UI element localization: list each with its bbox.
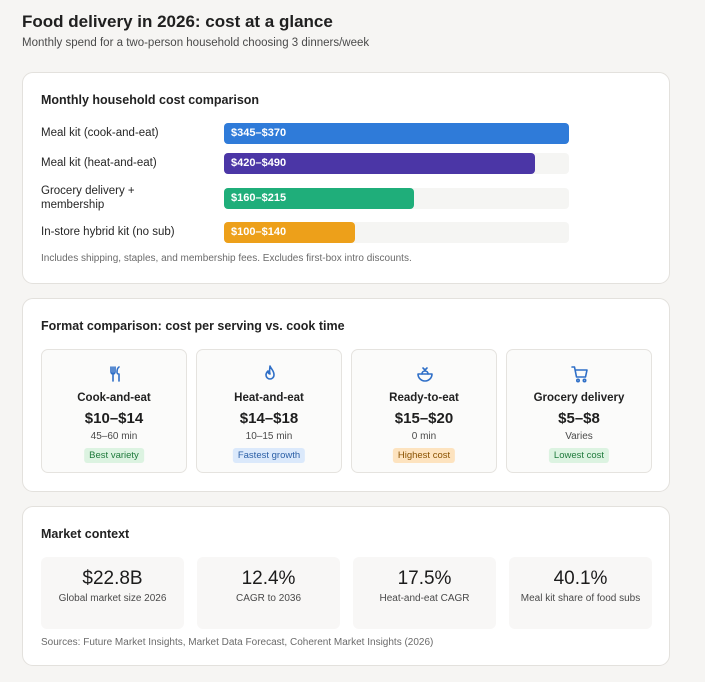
cart-icon <box>571 366 588 383</box>
cost-comparison-title: Monthly household cost comparison <box>41 93 260 107</box>
market-context-title: Market context <box>41 527 130 541</box>
bar-value: $100–$140 <box>231 226 287 238</box>
format-name: Grocery delivery <box>533 392 625 404</box>
format-tile-ready-to-eat: Ready-to-eat $15–$20 0 min Highest cost <box>351 349 497 473</box>
stat-tile: 40.1% Meal kit share of food subs <box>509 557 652 629</box>
bar-fill: $420–$490 <box>224 153 535 174</box>
format-time: 45–60 min <box>90 431 138 442</box>
bar-label: Meal kit (heat-and-eat) <box>41 157 157 169</box>
format-badge: Fastest growth <box>232 448 306 463</box>
bar-fill: $100–$140 <box>224 222 356 243</box>
page-subtitle: Monthly spend for a two-person household… <box>22 37 370 49</box>
bar-value: $345–$370 <box>231 127 287 139</box>
bowl-icon <box>417 367 433 382</box>
flame-icon <box>265 365 275 380</box>
format-comparison-title: Format comparison: cost per serving vs. … <box>41 319 345 333</box>
format-badge: Highest cost <box>392 448 456 463</box>
page-title: Food delivery in 2026: cost at a glance <box>22 12 333 31</box>
stat-label: CAGR to 2036 <box>235 593 302 604</box>
format-tile-cook-and-eat: Cook-and-eat $10–$14 45–60 min Best vari… <box>41 349 187 473</box>
bar-value: $420–$490 <box>231 157 287 169</box>
format-badge: Lowest cost <box>548 448 610 463</box>
format-tile-grocery-delivery: Grocery delivery $5–$8 Varies Lowest cos… <box>506 349 652 473</box>
format-price: $5–$8 <box>558 410 600 427</box>
market-context-card: Market context $22.8B Global market size… <box>22 506 670 666</box>
bar-fill: $345–$370 <box>224 123 569 144</box>
format-comparison-card: Format comparison: cost per serving vs. … <box>22 298 670 492</box>
format-tile-heat-and-eat: Heat-and-eat $14–$18 10–15 min Fastest g… <box>196 349 342 473</box>
format-badge: Best variety <box>84 448 144 463</box>
format-name: Heat-and-eat <box>234 392 304 404</box>
fork-knife-icon <box>110 366 120 382</box>
stat-tile: $22.8B Global market size 2026 <box>41 557 184 629</box>
stat-value: 40.1% <box>553 568 608 589</box>
format-name: Ready-to-eat <box>389 392 459 404</box>
stat-tile: 12.4% CAGR to 2036 <box>197 557 340 629</box>
bar-label: Meal kit (cook-and-eat) <box>41 127 159 139</box>
bar-label: Grocery delivery + membership <box>41 185 135 211</box>
bar-track: $420–$490 <box>224 153 569 174</box>
format-price: $14–$18 <box>239 410 299 427</box>
bar-track: $345–$370 <box>224 123 569 144</box>
sources-note: Sources: Future Market Insights, Market … <box>41 637 434 648</box>
format-name: Cook-and-eat <box>77 392 151 404</box>
stat-label: Meal kit share of food subs <box>520 593 641 604</box>
stat-value: 17.5% <box>397 568 452 589</box>
bar-track: $100–$140 <box>224 222 569 243</box>
bar-track: $160–$215 <box>224 188 569 209</box>
stat-label: Heat-and-eat CAGR <box>379 593 470 604</box>
format-time: Varies <box>565 431 593 442</box>
cost-comparison-card: Monthly household cost comparison Meal k… <box>22 72 670 284</box>
stat-label: Global market size 2026 <box>58 593 167 604</box>
format-price: $10–$14 <box>84 410 144 427</box>
stat-value: 12.4% <box>241 568 296 589</box>
bar-fill: $160–$215 <box>224 188 414 209</box>
cost-footnote: Includes shipping, staples, and membersh… <box>41 253 412 264</box>
bar-label: In-store hybrid kit (no sub) <box>41 226 175 238</box>
bar-value: $160–$215 <box>231 192 287 204</box>
stat-tile: 17.5% Heat-and-eat CAGR <box>353 557 496 629</box>
stat-value: $22.8B <box>82 568 143 589</box>
format-time: 0 min <box>411 431 437 442</box>
format-time: 10–15 min <box>245 431 293 442</box>
format-price: $15–$20 <box>394 410 454 427</box>
